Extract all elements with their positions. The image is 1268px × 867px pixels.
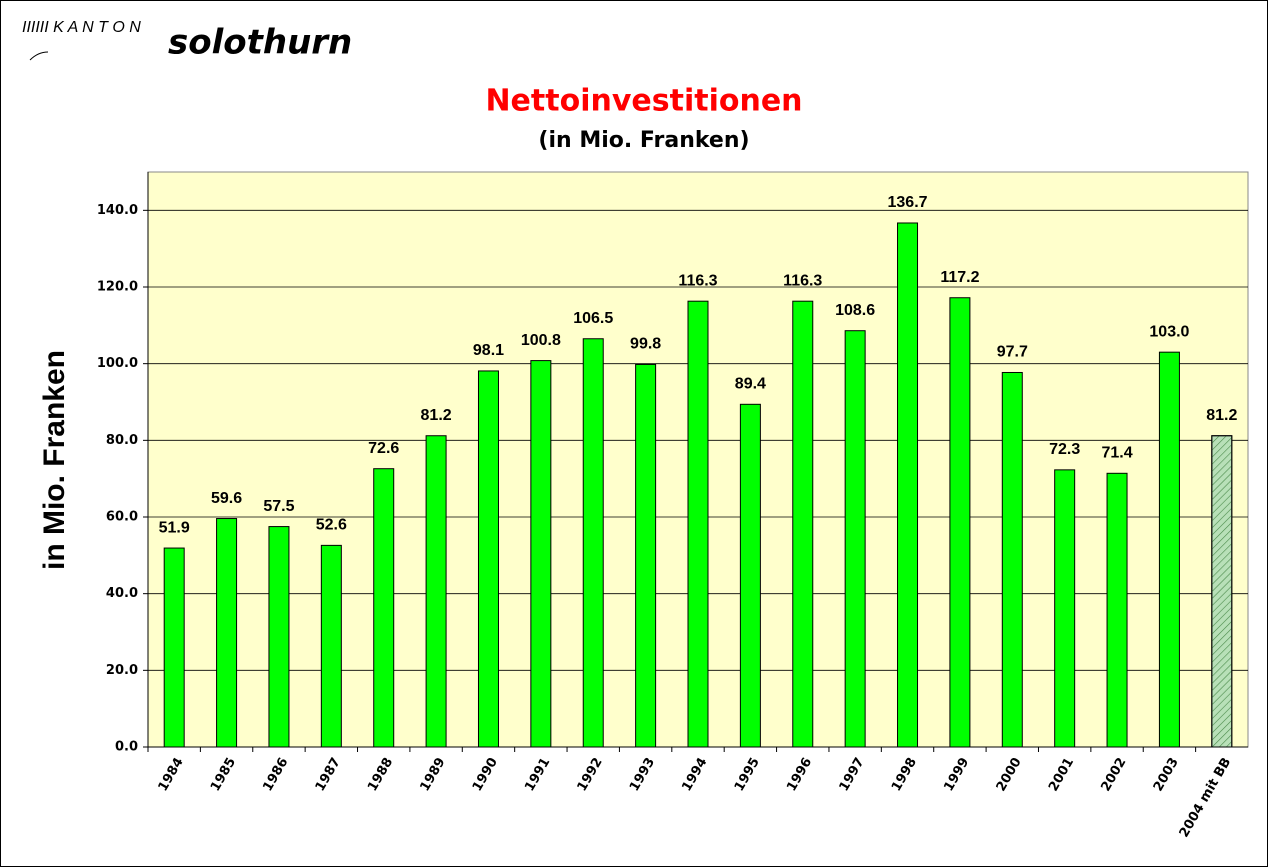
bar: [425, 435, 447, 748]
value-label: 81.2: [421, 407, 452, 424]
value-label: 72.3: [1049, 441, 1080, 458]
y-tick-label: 0.0: [115, 740, 138, 755]
y-tick-label: 80.0: [106, 433, 138, 448]
y-tick-label: 140.0: [97, 203, 138, 218]
y-tick-label: 40.0: [106, 586, 138, 601]
bar: [897, 222, 919, 748]
value-label: 136.7: [888, 194, 928, 211]
chart-title: Nettoinvestitionen: [485, 84, 802, 119]
value-label: 52.6: [316, 517, 347, 534]
chart-subtitle: (in Mio. Franken): [538, 128, 749, 153]
bar: [320, 544, 342, 748]
value-label: 106.5: [573, 310, 613, 327]
y-axis-label: in Mio. Franken: [38, 350, 71, 570]
value-label: 117.2: [940, 269, 979, 286]
bar-hatch: [1211, 435, 1233, 748]
y-tick-label: 120.0: [97, 280, 138, 295]
value-label: 100.8: [521, 332, 561, 349]
bar: [1054, 469, 1076, 748]
y-tick-label: 60.0: [106, 510, 138, 525]
y-tick-label: 20.0: [106, 663, 138, 678]
y-tick-label: 100.0: [97, 356, 138, 371]
bar: [739, 403, 761, 748]
bar: [1001, 371, 1023, 748]
bar: [163, 547, 185, 748]
value-label: 99.8: [630, 336, 661, 353]
value-label: 97.7: [997, 344, 1028, 361]
value-label: 108.6: [835, 302, 875, 319]
logo-prefix: IIIIII K A N T O N: [22, 19, 141, 36]
value-label: 71.4: [1101, 445, 1132, 462]
bar: [530, 360, 552, 748]
bar: [687, 300, 709, 748]
logo-swoosh: [29, 51, 49, 61]
value-label: 116.3: [783, 272, 822, 289]
value-label: 103.0: [1149, 323, 1189, 340]
value-label: 72.6: [368, 440, 399, 457]
bar: [792, 300, 814, 748]
bar: [635, 363, 657, 748]
value-label: 57.5: [263, 498, 294, 515]
bar: [216, 518, 238, 748]
value-label: 81.2: [1206, 407, 1237, 424]
logo-name: solothurn: [168, 23, 352, 63]
bar: [844, 330, 866, 748]
value-label: 89.4: [735, 376, 766, 393]
bar: [949, 297, 971, 748]
bar: [1106, 472, 1128, 748]
value-label: 51.9: [159, 519, 190, 536]
value-label: 116.3: [678, 272, 717, 289]
bar: [268, 526, 290, 748]
bar: [477, 370, 499, 748]
value-label: 98.1: [473, 342, 504, 359]
bar: [373, 468, 395, 748]
value-label: 59.6: [211, 490, 242, 507]
bar: [582, 338, 604, 748]
bar: [1158, 351, 1180, 748]
